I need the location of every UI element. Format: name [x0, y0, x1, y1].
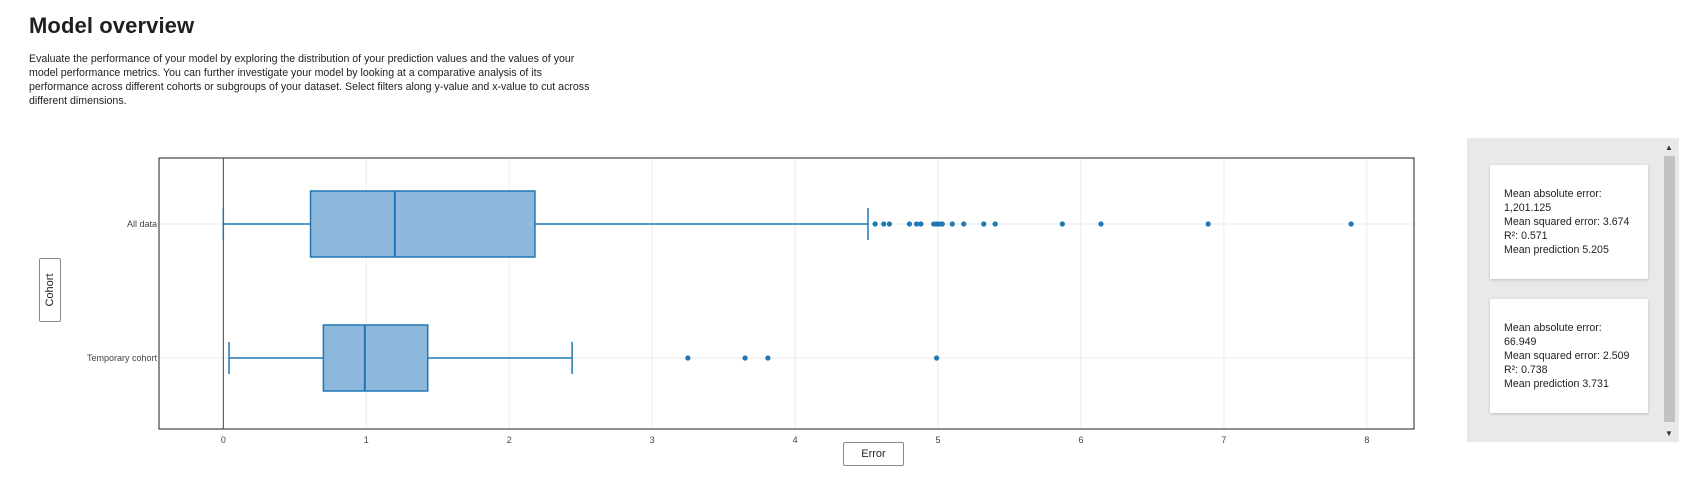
- mean-prediction-text: Mean prediction 5.205: [1504, 244, 1609, 256]
- outlier-point: [881, 221, 887, 227]
- r2-text: R²: 0.738: [1504, 364, 1548, 376]
- outlier-point: [918, 221, 924, 227]
- x-tick-label: 4: [793, 435, 798, 445]
- outlier-point: [765, 355, 771, 361]
- metrics-card-all-data: Mean absolute error: 1,201.125 Mean squa…: [1490, 165, 1648, 279]
- x-tick-label: 6: [1078, 435, 1083, 445]
- scroll-thumb[interactable]: [1664, 156, 1675, 422]
- outlier-point: [906, 221, 913, 227]
- outlier-point: [1205, 221, 1211, 227]
- mae-text: Mean absolute error: 1,201.125: [1504, 188, 1602, 214]
- outlier-point: [913, 221, 920, 227]
- x-tick-label: 2: [507, 435, 512, 445]
- r2-text: R²: 0.571: [1504, 230, 1548, 242]
- outlier-point: [939, 221, 945, 227]
- outlier-point: [1348, 221, 1354, 227]
- plot-area-frame: [158, 157, 1415, 430]
- y-axis-cohort-button[interactable]: Cohort: [39, 258, 61, 322]
- x-tick-label: 1: [364, 435, 369, 445]
- box-plot-chart: 0 1 2 3 4 5 6 7 8 All data Temporary cohort: [87, 157, 1415, 445]
- metrics-panel[interactable]: Mean absolute error: 1,201.125 Mean squa…: [1467, 138, 1679, 442]
- box-layer: [222, 190, 1354, 392]
- outlier-point: [961, 221, 967, 227]
- page-title: Model overview: [29, 13, 195, 38]
- outlier-point: [685, 355, 691, 361]
- x-tick-label: 8: [1364, 435, 1369, 445]
- outlier-point: [992, 221, 998, 227]
- mse-text: Mean squared error: 3.674: [1504, 216, 1630, 228]
- iqr-box: [309, 190, 536, 258]
- metrics-card-temporary-cohort: Mean absolute error: 66.949 Mean squared…: [1490, 299, 1648, 413]
- box-plot-all-data: [222, 190, 1354, 258]
- y-axis-button-label: Cohort: [44, 273, 56, 307]
- y-category-label: Temporary cohort: [87, 353, 158, 363]
- x-tick-labels: 0 1 2 3 4 5 6 7 8: [221, 435, 1370, 445]
- outlier-point: [981, 221, 987, 227]
- scroll-up-arrow-icon[interactable]: ▲: [1665, 143, 1673, 152]
- metrics-panel-scrollbar[interactable]: ▲ ▼: [1662, 142, 1676, 440]
- x-tick-label: 5: [936, 435, 941, 445]
- outlier-point: [886, 221, 893, 227]
- mean-prediction-text: Mean prediction 3.731: [1504, 378, 1609, 390]
- outlier-point: [949, 221, 955, 227]
- x-axis-button-label: Error: [861, 448, 886, 460]
- x-tick-label: 0: [221, 435, 226, 445]
- iqr-box: [322, 324, 429, 392]
- mse-text: Mean squared error: 2.509: [1504, 350, 1630, 362]
- y-category-labels: All data Temporary cohort: [87, 219, 158, 363]
- page-description: Evaluate the performance of your model b…: [29, 53, 590, 107]
- x-tick-label: 7: [1221, 435, 1226, 445]
- mae-text: Mean absolute error: 66.949: [1504, 322, 1602, 348]
- box-plot-temporary-cohort: [228, 324, 940, 392]
- x-tick-label: 3: [650, 435, 655, 445]
- y-category-label: All data: [127, 219, 157, 229]
- outlier-point: [872, 221, 878, 227]
- outlier-point: [933, 355, 940, 361]
- outlier-point: [1098, 221, 1104, 227]
- outlier-point: [742, 355, 748, 361]
- scroll-down-arrow-icon[interactable]: ▼: [1665, 429, 1673, 438]
- x-axis-error-button[interactable]: Error: [843, 442, 904, 466]
- outlier-point: [1059, 221, 1065, 227]
